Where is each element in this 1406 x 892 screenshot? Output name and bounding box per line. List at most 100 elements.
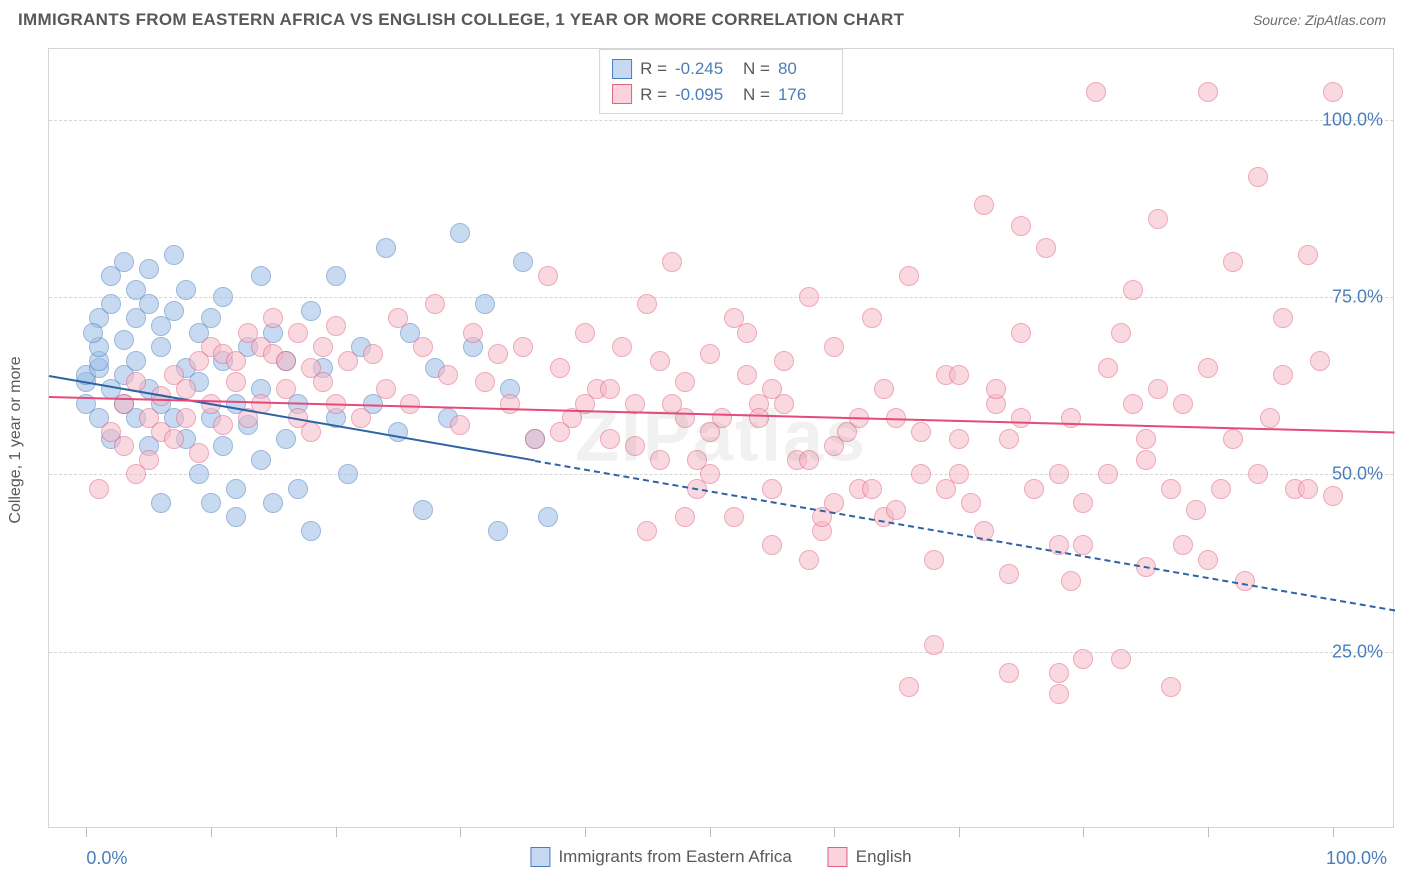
x-axis-tick xyxy=(211,827,212,837)
scatter-point xyxy=(1323,486,1343,506)
scatter-point xyxy=(1098,464,1118,484)
scatter-point xyxy=(538,507,558,527)
scatter-point xyxy=(500,394,520,414)
series-legend: Immigrants from Eastern AfricaEnglish xyxy=(530,847,911,867)
scatter-point xyxy=(450,223,470,243)
scatter-point xyxy=(1111,323,1131,343)
scatter-point xyxy=(288,479,308,499)
scatter-point xyxy=(513,252,533,272)
scatter-point xyxy=(1036,238,1056,258)
scatter-point xyxy=(313,337,333,357)
scatter-point xyxy=(762,535,782,555)
scatter-point xyxy=(1198,550,1218,570)
scatter-point xyxy=(1123,280,1143,300)
scatter-point xyxy=(1273,365,1293,385)
scatter-point xyxy=(313,372,333,392)
scatter-point xyxy=(1173,535,1193,555)
scatter-point xyxy=(1086,82,1106,102)
scatter-point xyxy=(650,351,670,371)
y-axis-tick-label: 100.0% xyxy=(1322,109,1383,130)
scatter-point xyxy=(724,507,744,527)
y-axis-tick-label: 75.0% xyxy=(1332,287,1383,308)
scatter-point xyxy=(650,450,670,470)
scatter-point xyxy=(263,308,283,328)
scatter-point xyxy=(737,365,757,385)
legend-row: R =-0.245N =80 xyxy=(612,56,830,82)
x-axis-tick xyxy=(1333,827,1334,837)
x-axis-tick xyxy=(1083,827,1084,837)
scatter-point xyxy=(1148,379,1168,399)
scatter-point xyxy=(1098,358,1118,378)
scatter-point xyxy=(1111,649,1131,669)
scatter-point xyxy=(1298,479,1318,499)
scatter-point xyxy=(488,521,508,541)
scatter-point xyxy=(363,344,383,364)
scatter-point xyxy=(114,394,134,414)
scatter-point xyxy=(824,436,844,456)
scatter-point xyxy=(936,479,956,499)
scatter-point xyxy=(226,372,246,392)
plot-surface: 25.0%50.0%75.0%100.0% xyxy=(49,49,1393,827)
legend-n-value: 176 xyxy=(778,82,830,108)
scatter-point xyxy=(1123,394,1143,414)
scatter-point xyxy=(1148,209,1168,229)
chart-title: IMMIGRANTS FROM EASTERN AFRICA VS ENGLIS… xyxy=(18,10,904,30)
scatter-point xyxy=(226,479,246,499)
scatter-point xyxy=(986,379,1006,399)
scatter-point xyxy=(949,365,969,385)
scatter-point xyxy=(83,323,103,343)
trend-line-extrapolated xyxy=(535,460,1395,611)
scatter-point xyxy=(1011,216,1031,236)
scatter-point xyxy=(226,351,246,371)
source-label: Source: xyxy=(1253,12,1305,28)
scatter-point xyxy=(874,379,894,399)
legend-r-value: -0.095 xyxy=(675,82,727,108)
scatter-point xyxy=(687,450,707,470)
scatter-point xyxy=(662,394,682,414)
scatter-point xyxy=(213,415,233,435)
scatter-point xyxy=(114,330,134,350)
scatter-point xyxy=(637,521,657,541)
scatter-point xyxy=(675,507,695,527)
scatter-point xyxy=(924,550,944,570)
scatter-point xyxy=(189,464,209,484)
scatter-point xyxy=(413,337,433,357)
scatter-point xyxy=(338,464,358,484)
scatter-point xyxy=(351,408,371,428)
scatter-point xyxy=(376,379,396,399)
scatter-point xyxy=(376,238,396,258)
scatter-point xyxy=(600,379,620,399)
scatter-point xyxy=(911,464,931,484)
scatter-point xyxy=(213,436,233,456)
x-axis-label-max: 100.0% xyxy=(1326,848,1387,869)
scatter-point xyxy=(276,379,296,399)
scatter-point xyxy=(1198,82,1218,102)
scatter-point xyxy=(425,294,445,314)
x-axis-tick xyxy=(585,827,586,837)
scatter-point xyxy=(724,308,744,328)
scatter-point xyxy=(114,252,134,272)
scatter-point xyxy=(338,351,358,371)
scatter-point xyxy=(1186,500,1206,520)
scatter-point xyxy=(189,443,209,463)
scatter-point xyxy=(139,294,159,314)
legend-item: English xyxy=(828,847,912,867)
scatter-point xyxy=(151,337,171,357)
scatter-point xyxy=(413,500,433,520)
scatter-point xyxy=(475,372,495,392)
scatter-point xyxy=(176,280,196,300)
scatter-point xyxy=(89,479,109,499)
scatter-point xyxy=(886,500,906,520)
scatter-point xyxy=(301,422,321,442)
scatter-point xyxy=(139,259,159,279)
scatter-point xyxy=(612,337,632,357)
scatter-point xyxy=(862,479,882,499)
grid-line xyxy=(49,297,1393,298)
scatter-point xyxy=(438,365,458,385)
scatter-point xyxy=(550,358,570,378)
scatter-point xyxy=(525,429,545,449)
scatter-point xyxy=(1136,429,1156,449)
scatter-point xyxy=(1161,677,1181,697)
scatter-point xyxy=(862,308,882,328)
scatter-point xyxy=(1011,408,1031,428)
